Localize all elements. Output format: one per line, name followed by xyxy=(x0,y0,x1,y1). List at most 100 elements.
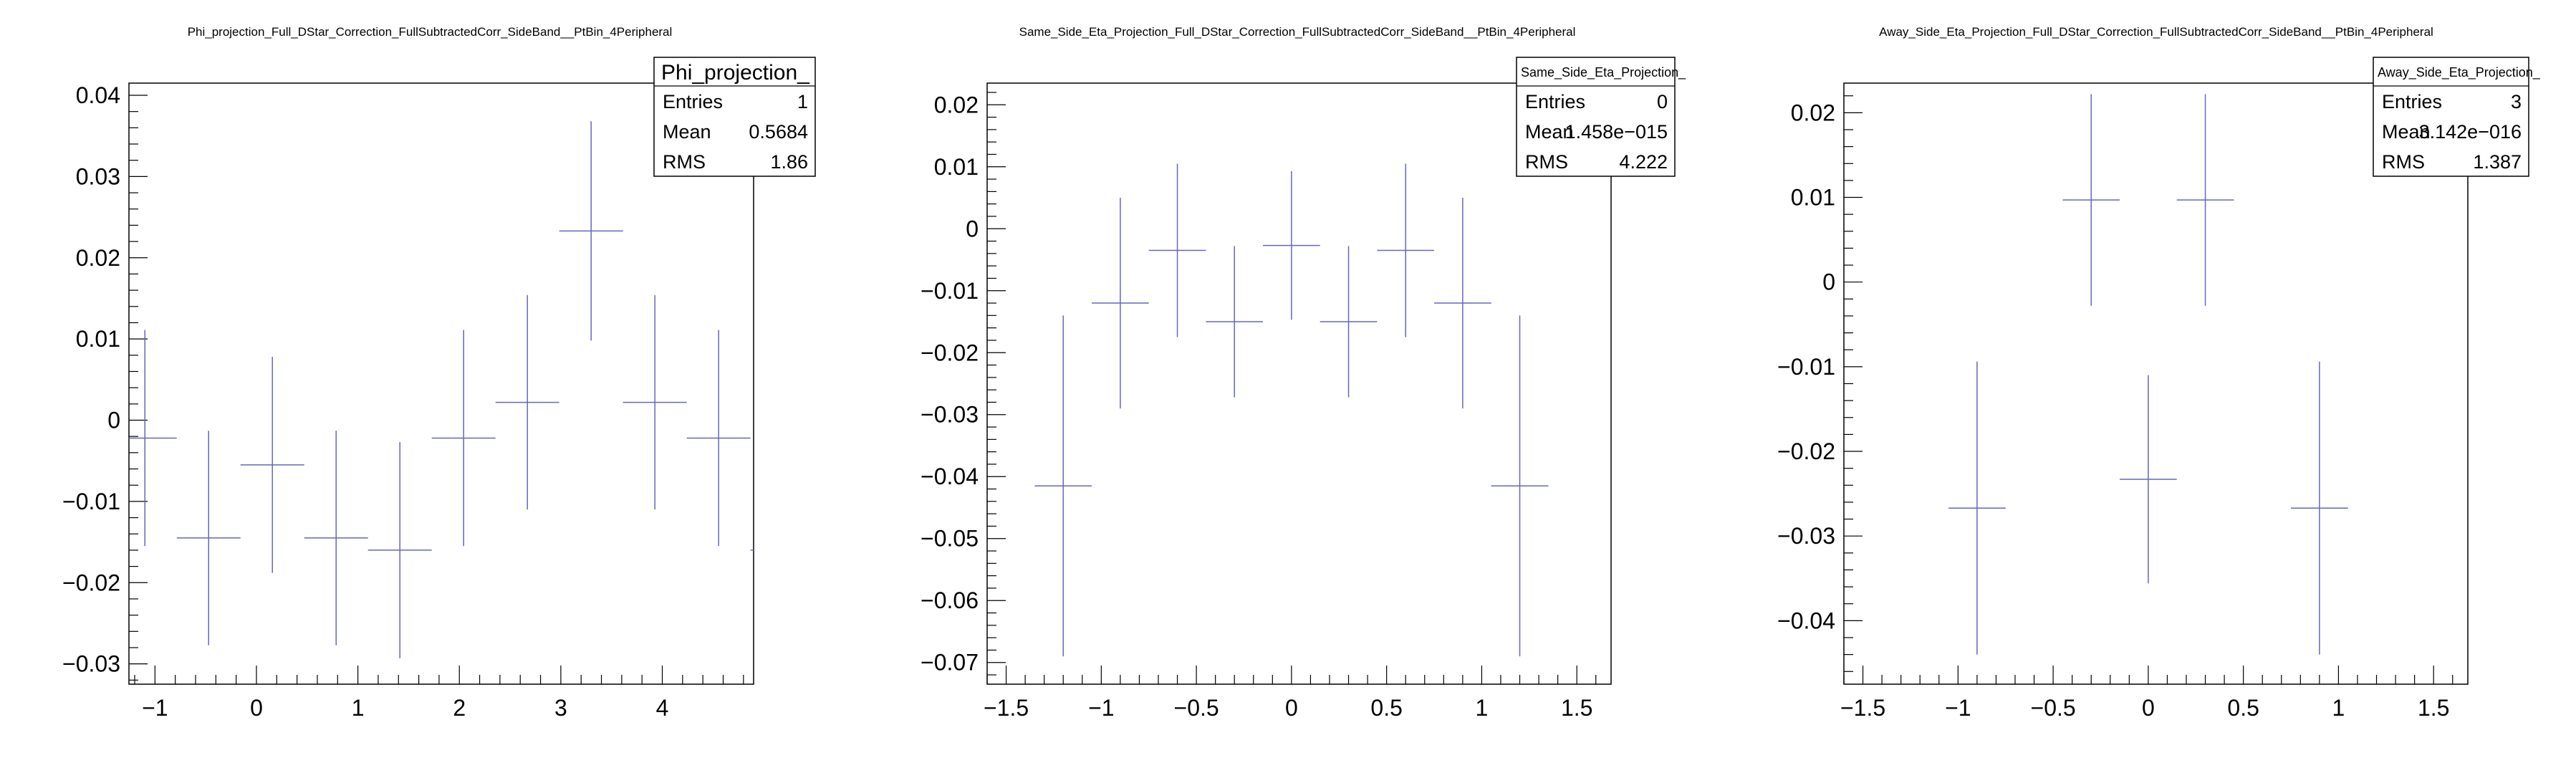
stats-label: Mean xyxy=(663,121,711,143)
y-tick-label: −0.02 xyxy=(921,340,979,365)
stats-box-frame xyxy=(1516,57,1676,177)
x-tick-label: 0 xyxy=(1285,695,1298,721)
y-tick-label: 0 xyxy=(966,216,979,241)
plot-frame xyxy=(986,82,1612,685)
data-point xyxy=(1034,315,1092,657)
x-tick-label: 1 xyxy=(1476,695,1489,721)
data-point xyxy=(623,294,687,510)
data-point xyxy=(750,549,754,551)
y-tick-label: −0.07 xyxy=(921,650,979,676)
data-point xyxy=(2120,375,2177,584)
data-point xyxy=(1320,246,1378,398)
plot-frame xyxy=(128,82,754,685)
y-tick-label: −0.03 xyxy=(62,651,120,677)
stats-box-title: Phi_projection_ xyxy=(661,61,810,85)
stats-box: Same_Side_Eta_Projection_ Entries 0 Mean1.4… xyxy=(1516,57,1686,177)
x-tick-label: 0.5 xyxy=(1370,695,1402,721)
x-tick-label: −1 xyxy=(1088,695,1114,721)
y-tick-label: 0.04 xyxy=(76,82,120,108)
stats-label: RMS xyxy=(1525,151,1568,173)
data-point xyxy=(2176,94,2234,306)
data-point xyxy=(1206,246,1264,398)
data-series xyxy=(1034,163,1549,657)
stats-value: 1.86 xyxy=(770,151,808,173)
x-tick-label: 1.5 xyxy=(1561,695,1592,721)
x-tick-label: 4 xyxy=(656,695,669,721)
x-tick-label: 3 xyxy=(554,695,567,721)
y-tick-label: 0 xyxy=(1822,269,1835,295)
chart-title: Away_Side_Eta_Projection_Full_DStar_Corr… xyxy=(1879,25,2433,39)
data-point xyxy=(1491,315,1549,657)
x-tick-label: −1 xyxy=(1945,695,1971,721)
y-tick-label: −0.04 xyxy=(921,464,979,489)
y-tick-label: −0.01 xyxy=(921,278,979,304)
data-point xyxy=(1948,361,2006,655)
x-tick-label: 1 xyxy=(352,695,365,721)
x-tick-label: −1.5 xyxy=(984,695,1029,721)
data-point xyxy=(559,121,623,341)
y-tick-label: −0.01 xyxy=(1777,354,1835,380)
y-tick-label: 0.01 xyxy=(934,154,979,180)
x-tick-label: 1.5 xyxy=(2418,695,2449,721)
data-point xyxy=(1263,171,1320,320)
y-tick-label: 0.01 xyxy=(1791,185,1835,211)
stats-value: 1 xyxy=(797,91,808,112)
stats-box-title: Same_Side_Eta_Projection_ xyxy=(1521,65,1686,80)
x-tick-label: −1.5 xyxy=(1840,695,1885,721)
stats-box-frame xyxy=(653,57,816,177)
x-tick-label: 0 xyxy=(2142,695,2155,721)
stats-value: 1.458e−015 xyxy=(1565,121,1668,143)
stats-label: Mean xyxy=(1525,121,1574,143)
stats-value: 1.387 xyxy=(2473,151,2522,173)
data-point xyxy=(1148,163,1206,337)
data-point xyxy=(686,330,751,547)
data-point xyxy=(431,330,496,547)
stats-value: 0 xyxy=(1657,91,1668,112)
chart-panel-2: Same_Side_Eta_Projection_Full_DStar_Corr… xyxy=(921,25,1686,721)
x-tick-label: −1 xyxy=(142,695,168,721)
stats-label: Entries xyxy=(2382,91,2442,112)
y-tick-label: 0.02 xyxy=(76,245,120,271)
data-point xyxy=(240,357,304,573)
chart-panel-1: Phi_projection_Full_DStar_Correction_Ful… xyxy=(62,25,816,721)
data-point xyxy=(304,431,368,645)
stats-value: 3.142e−016 xyxy=(2419,121,2522,143)
stats-label: RMS xyxy=(2382,151,2425,173)
y-tick-label: 0.03 xyxy=(76,163,120,189)
stats-value: 0.5684 xyxy=(749,121,808,143)
data-series xyxy=(1948,94,2348,655)
y-tick-label: 0.01 xyxy=(76,326,120,352)
y-tick-label: 0.02 xyxy=(1791,100,1835,125)
data-point xyxy=(1092,198,1149,409)
x-tick-label: 2 xyxy=(453,695,466,721)
y-tick-label: −0.03 xyxy=(1777,523,1835,549)
x-tick-label: 1 xyxy=(2332,695,2345,721)
data-point xyxy=(1377,163,1435,337)
y-tick-label: −0.01 xyxy=(62,489,120,514)
y-tick-label: 0 xyxy=(107,408,120,433)
stats-value: 3 xyxy=(2511,91,2522,112)
chart-panel-3: Away_Side_Eta_Projection_Full_DStar_Corr… xyxy=(1777,25,2541,721)
data-point xyxy=(1434,198,1491,409)
stats-value: 4.222 xyxy=(1619,151,1668,173)
stats-box: Phi_projection_ Entries 1 Mean 0.5684 RMS 1.86 xyxy=(653,57,816,177)
stats-label: RMS xyxy=(663,151,706,173)
data-point xyxy=(367,442,432,658)
stats-label: Mean xyxy=(2382,121,2431,143)
data-point xyxy=(176,431,241,645)
y-tick-label: −0.02 xyxy=(1777,438,1835,464)
y-tick-label: −0.05 xyxy=(921,526,979,552)
stats-label: Entries xyxy=(663,91,723,112)
y-tick-label: −0.04 xyxy=(1777,608,1835,633)
stats-box-title: Away_Side_Eta_Projection_ xyxy=(2378,65,2541,80)
stats-box-frame xyxy=(2373,57,2529,177)
stats-box: Away_Side_Eta_Projection_ Entries 3 Mean3.1… xyxy=(2373,57,2541,177)
data-point xyxy=(495,294,559,510)
data-point xyxy=(2291,361,2348,655)
chart-title: Phi_projection_Full_DStar_Correction_Ful… xyxy=(188,25,673,39)
data-point xyxy=(2062,94,2120,306)
y-tick-label: −0.02 xyxy=(62,570,120,595)
x-tick-label: 0 xyxy=(250,695,263,721)
chart-title: Same_Side_Eta_Projection_Full_DStar_Corr… xyxy=(1019,25,1576,39)
